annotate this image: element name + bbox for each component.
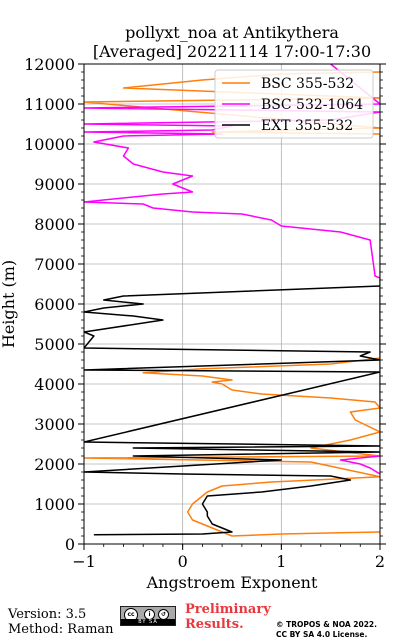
y-tick-label: 0	[65, 535, 75, 554]
legend-label-bsc-355-532: BSC 355-532	[261, 76, 354, 92]
method-label: Method: Raman	[8, 622, 114, 637]
legend: BSC 355-532 BSC 532-1064 EXT 355-532	[214, 69, 374, 139]
series-line-ext-355-532	[84, 285, 380, 536]
y-tick-label: 11000	[24, 95, 75, 114]
y-tick-label: 12000	[24, 55, 75, 74]
y-tick-label: 1000	[34, 495, 75, 514]
y-tick-label: 10000	[24, 135, 75, 154]
preliminary-results-note: Preliminary Results.	[185, 602, 271, 632]
y-tick-label: 2000	[34, 455, 75, 474]
y-tick-label: 4000	[34, 375, 75, 394]
chart-title-line1: pollyxt_noa at Antikythera	[125, 23, 339, 42]
version-label: Version: 3.5	[8, 607, 87, 622]
x-tick-label: 2	[375, 552, 385, 571]
x-tick-label: −1	[72, 552, 96, 571]
y-tick-label: 6000	[34, 295, 75, 314]
prelim-line2: Results.	[185, 617, 244, 632]
ticks: −1 0 1 201000200030004000500060007000800090…	[24, 55, 386, 571]
x-tick-label: 1	[276, 552, 286, 571]
y-tick-label: 7000	[34, 255, 75, 274]
x-tick-label: 0	[178, 552, 188, 571]
x-axis-label: Angstroem Exponent	[146, 573, 318, 592]
series-line-bsc-532-1064	[84, 64, 380, 475]
cc-badge-strip: BY SA	[121, 619, 175, 625]
legend-label-bsc-532-1064: BSC 532-1064	[261, 97, 363, 113]
copyright-line2: CC BY SA 4.0 License.	[276, 629, 368, 639]
y-tick-label: 3000	[34, 415, 75, 434]
y-tick-label: 8000	[34, 215, 75, 234]
prelim-line1: Preliminary	[185, 602, 271, 617]
y-axis-label: Height (m)	[0, 260, 18, 348]
chart-title-line2: [Averaged] 20221114 17:00-17:30	[93, 42, 371, 61]
y-tick-label: 5000	[34, 335, 75, 354]
copyright-line1: © TROPOS & NOA 2022.	[276, 620, 378, 629]
copyright-note: © TROPOS & NOA 2022. CC BY SA 4.0 Licens…	[276, 620, 377, 639]
cc-license-badge: cc i ↺ BY SA	[120, 606, 176, 626]
legend-label-ext-355-532: EXT 355-532	[261, 118, 353, 134]
y-tick-label: 9000	[34, 175, 75, 194]
legend-box	[214, 69, 374, 139]
